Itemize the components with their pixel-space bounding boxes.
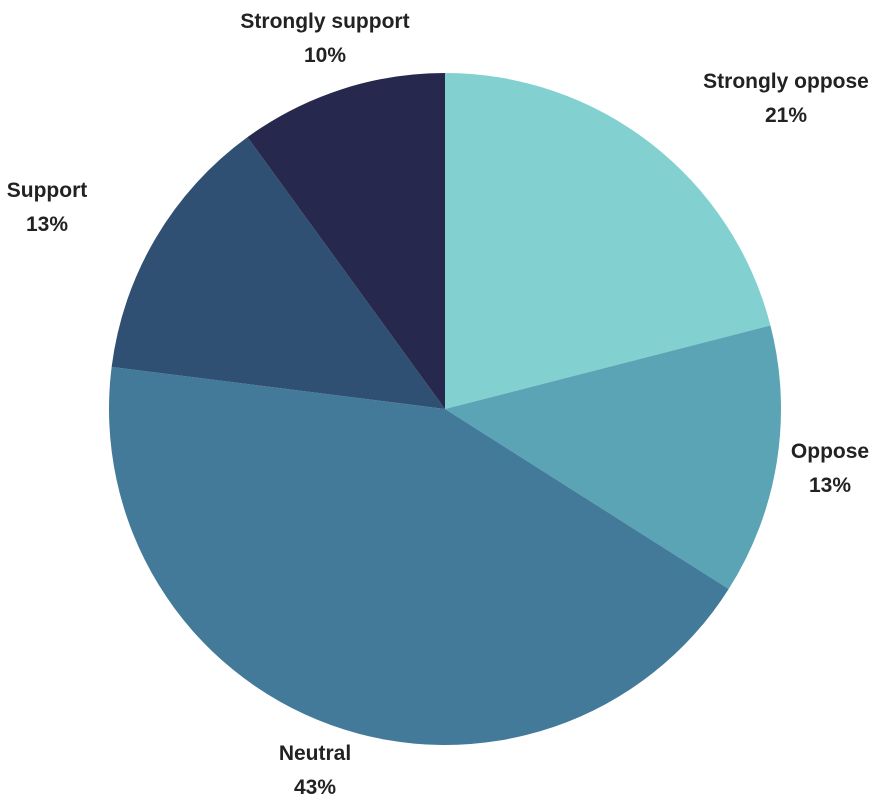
slice-label-name: Strongly oppose [703,70,869,93]
slice-label-name: Strongly support [240,10,409,33]
slice-label-name: Support [7,179,87,202]
slice-label-value: 21% [765,104,807,127]
pie-slice-strongly-oppose [445,73,771,409]
slice-label-strongly-support: Strongly support 10% [240,10,409,67]
slice-label-value: 10% [304,44,346,67]
slice-label-oppose: Oppose 13% [791,440,869,497]
slice-label-value: 13% [26,213,68,236]
slice-label-value: 43% [294,776,336,799]
slice-label-name: Oppose [791,440,869,463]
slice-label-strongly-oppose: Strongly oppose 21% [703,70,869,127]
pie-slice-support [111,137,446,410]
pie-labels: Strongly oppose 21% Oppose 13% Neutral 43% Sup… [7,10,869,799]
pie-slices [109,73,781,745]
pie-slice-oppose [445,325,781,590]
slice-label-name: Neutral [279,742,351,765]
slice-label-value: 13% [809,474,851,497]
slice-label-neutral: Neutral 43% [279,742,351,799]
pie-slice-strongly-support [247,73,445,409]
slice-label-support: Support 13% [7,179,87,236]
pie-slice-neutral [109,366,729,745]
